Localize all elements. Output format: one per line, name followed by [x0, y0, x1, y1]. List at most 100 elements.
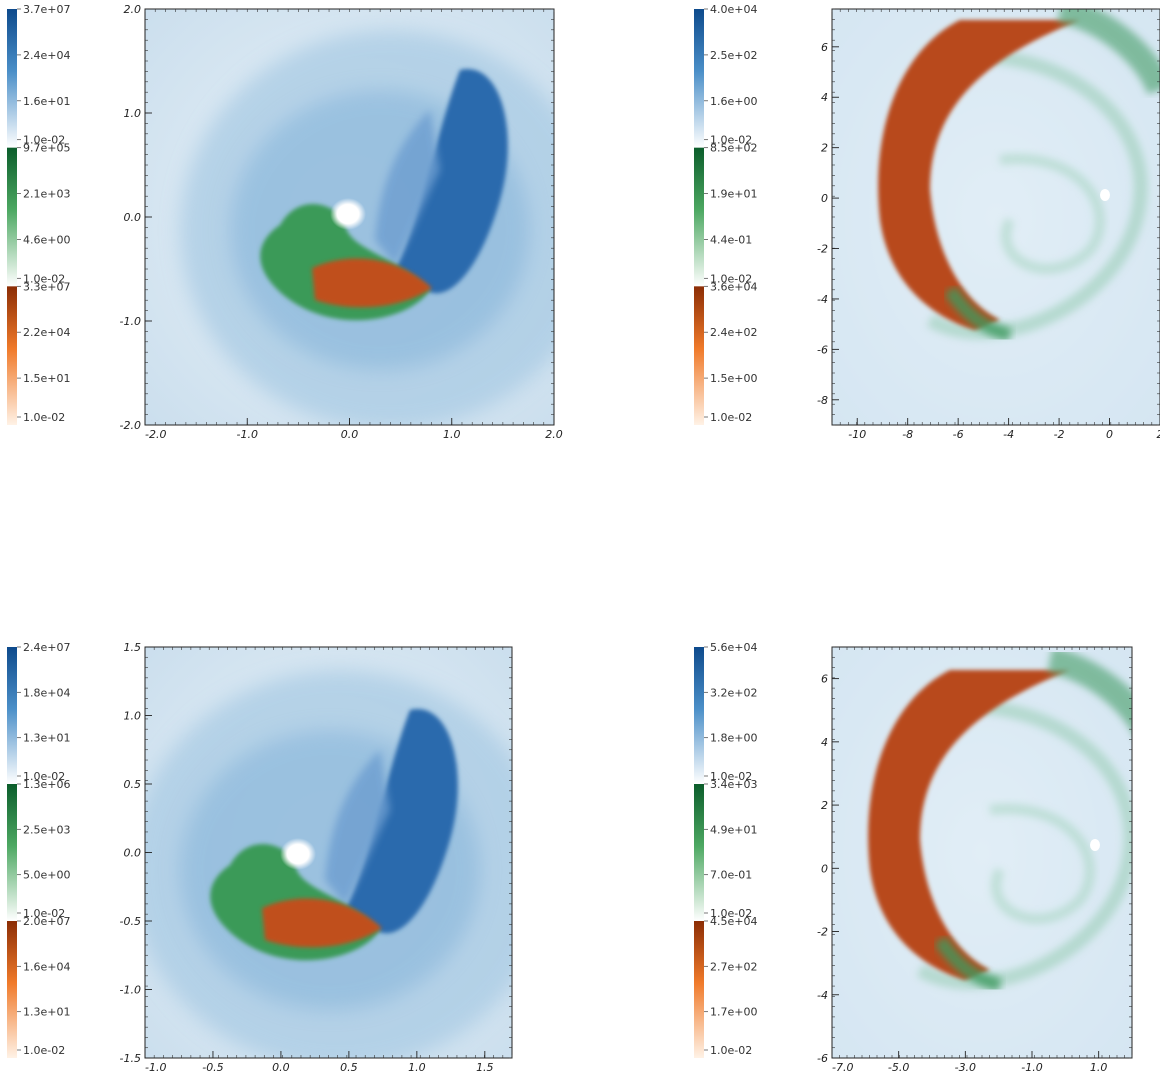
x-tick-label: -2	[1054, 428, 1065, 441]
y-tick-label: -1.0	[120, 315, 141, 328]
y-tick-label: -2	[817, 243, 828, 256]
colorbar-label: 4.6e+00	[23, 233, 70, 246]
colorbar-label: 1.0e-02	[23, 1044, 65, 1057]
colorbar-label: 1.5e+01	[23, 372, 70, 385]
axes-0: -2.0 -1.0 0.0 1.0 2.0 -2.0 -1.0 0.0 1.0 2.0	[120, 3, 563, 441]
colorbar-label: 1.3e+01	[23, 1006, 70, 1019]
heatmap-field-1	[832, 9, 1160, 425]
x-tick-label: 1.0	[443, 428, 461, 441]
colorbar-label: 2.0e+07	[23, 915, 70, 928]
green-swirl-inner	[999, 153, 1105, 274]
colorbar-label: 1.0e-02	[23, 770, 65, 783]
colorbar-label: 1.6e+00	[710, 95, 757, 108]
x-tick-label: 1.0	[1090, 1061, 1108, 1074]
colorbar-label: 1.3e+06	[23, 778, 70, 791]
y-tick-label: 2.0	[124, 3, 142, 16]
colorbar-label: 3.4e+03	[710, 778, 757, 791]
colorbar-label: 2.7e+02	[710, 960, 757, 973]
colorbar-label: 3.7e+07	[23, 3, 70, 16]
colorbar-orange	[7, 921, 17, 1058]
y-tick-label: 6	[821, 673, 828, 686]
y-tick-label: 0.5	[124, 778, 142, 791]
x-tick-label: 0.0	[272, 1061, 290, 1074]
y-tick-label: 0	[821, 862, 828, 875]
y-tick-label: 4	[821, 91, 828, 104]
y-tick-label: -6	[817, 343, 828, 356]
colorbar-label: 4.4e-01	[710, 233, 752, 246]
orange-arc	[878, 20, 1080, 330]
y-tick-label: -4	[817, 989, 828, 1002]
y-tick-label: 1.0	[124, 710, 142, 723]
colorbar-label: 3.3e+07	[23, 280, 70, 293]
x-tick-label: -4	[1003, 428, 1014, 441]
colorbar-orange	[7, 286, 17, 425]
colorbar-label: 9.7e+05	[23, 142, 70, 155]
x-tick-label: 1.5	[476, 1061, 494, 1074]
colorbar-label: 5.6e+04	[710, 641, 757, 654]
colorbar-label: 1.0e-02	[710, 134, 752, 147]
x-tick-label: 1.0	[408, 1061, 426, 1074]
y-tick-label: -1.5	[120, 1052, 141, 1065]
blue-crescent	[345, 709, 458, 934]
colorbar-label: 1.0e-02	[710, 907, 752, 920]
axes-3: -7.0 -5.0 -3.0 -1.0 1.0 -6 -4 -2 0 2 4 6	[817, 646, 1133, 1074]
colorbar-label: 8.5e+02	[710, 142, 757, 155]
colorbar-group-0: 3.7e+072.4e+041.6e+011.0e-029.7e+052.1e+…	[7, 3, 70, 425]
colorbar-label: 2.2e+04	[23, 326, 70, 339]
colorbar-orange	[694, 286, 704, 425]
y-tick-label: -1.0	[120, 984, 141, 997]
colorbar-label: 1.0e-02	[23, 134, 65, 147]
colorbar-label: 2.1e+03	[23, 188, 70, 201]
colorbar-label: 1.6e+04	[23, 960, 70, 973]
x-tick-label: 2	[1157, 428, 1160, 441]
blue-crescent	[395, 69, 508, 294]
structure	[145, 670, 512, 1058]
y-tick-label: -0.5	[120, 915, 141, 928]
green-tail	[944, 286, 1012, 342]
white-core	[1100, 189, 1110, 201]
colorbar-label: 1.8e+00	[710, 732, 757, 745]
heatmap-field-2	[145, 647, 512, 1058]
green-top	[1056, 9, 1160, 95]
colorbar-green	[7, 147, 17, 287]
colorbar-label: 1.5e+00	[710, 372, 757, 385]
y-tick-label: 0.0	[124, 847, 142, 860]
heatmap-field-0	[145, 9, 554, 425]
x-tick-label: -1.0	[237, 428, 258, 441]
colorbar-label: 1.0e-02	[710, 1044, 752, 1057]
colorbar-label: 4.9e+01	[710, 823, 757, 836]
axes-1: -10 -8 -6 -4 -2 0 2 -8 -6 -4 -2 0 2 4 6	[817, 8, 1160, 441]
colorbar-label: 2.5e+02	[710, 49, 757, 62]
x-tick-label: 0.5	[340, 1061, 358, 1074]
y-tick-label: 2	[821, 799, 828, 812]
colorbar-orange	[694, 921, 704, 1058]
y-tick-label: 4	[821, 736, 828, 749]
structure	[180, 30, 554, 425]
colorbar-label: 1.0e-02	[23, 907, 65, 920]
heatmap-field-3	[832, 647, 1132, 1058]
green-swirl-inner	[989, 803, 1095, 924]
x-tick-label: 0.0	[341, 428, 359, 441]
x-tick-label: 2.0	[545, 428, 563, 441]
y-tick-label: -2	[817, 926, 828, 939]
x-tick-label: -5.0	[888, 1061, 909, 1074]
green-top	[1046, 647, 1132, 733]
y-tick-label: 6	[821, 41, 828, 54]
orange-region	[312, 258, 432, 308]
colorbar-blue	[7, 647, 17, 784]
orange-region	[262, 898, 382, 948]
x-tick-label: -10	[848, 428, 866, 441]
colorbar-green	[694, 147, 704, 287]
colorbar-label: 2.4e+07	[23, 641, 70, 654]
white-core	[1090, 839, 1100, 851]
colorbar-blue	[7, 9, 17, 148]
colorbar-label: 2.4e+04	[23, 49, 70, 62]
colorbar-label: 1.0e-02	[23, 272, 65, 285]
colorbar-label: 2.4e+02	[710, 326, 757, 339]
colorbar-label: 1.0e-02	[23, 411, 65, 424]
colorbar-label: 3.2e+02	[710, 686, 757, 699]
colorbar-blue	[694, 647, 704, 784]
colorbar-label: 1.0e-02	[710, 411, 752, 424]
axes-2: -1.0 -0.5 0.0 0.5 1.0 1.5 -1.5 -1.0 -0.5 0.0 0.5 1.…	[120, 641, 513, 1074]
